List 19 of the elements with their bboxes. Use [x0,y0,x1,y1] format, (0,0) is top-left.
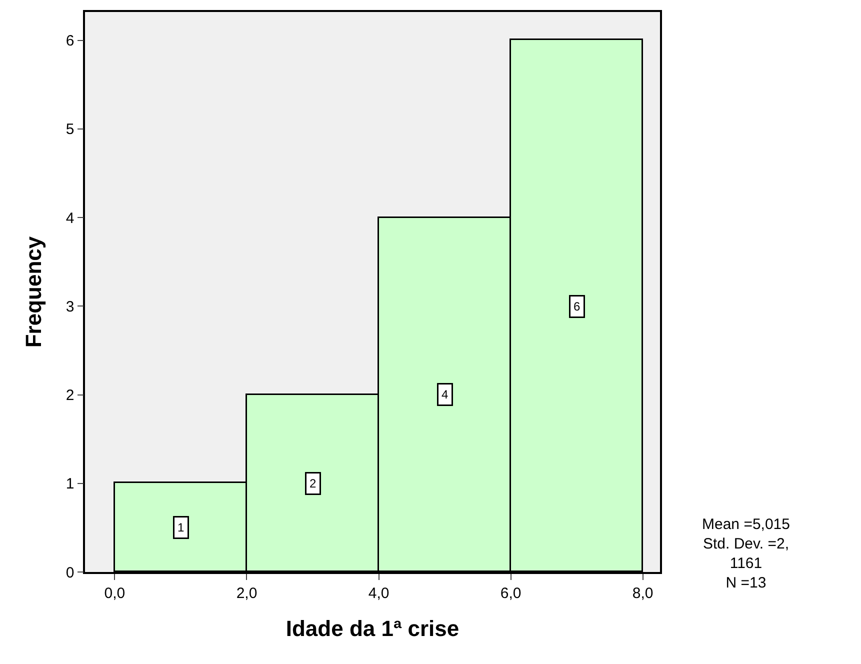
y-tick-label: 1 [66,476,74,493]
data-label: 2 [310,476,316,490]
y-axis-title: Frequency [21,236,46,348]
data-label: 6 [574,300,580,314]
y-tick-label: 3 [66,298,74,316]
x-tick-label: 4,0 [368,584,390,602]
y-tick-label: 0 [66,564,74,582]
y-tick-label: 2 [66,387,74,404]
text: Mean =5,015 Std. Dev. =2, 1161 N =13 [702,516,790,592]
y-tick-label: 6 [66,32,74,50]
y-tick-label: 5 [66,121,74,138]
x-tick-label: 8,0 [632,584,654,602]
x-axis-title: Idade da 1ª crise [286,616,460,642]
x-tick-label: 2,0 [236,584,258,602]
data-label: 4 [442,388,448,402]
data-label: 1 [178,520,184,534]
x-tick-label: 6,0 [500,584,522,602]
y-tick-label: 4 [66,210,74,227]
x-tick-label: 0,0 [104,584,126,602]
